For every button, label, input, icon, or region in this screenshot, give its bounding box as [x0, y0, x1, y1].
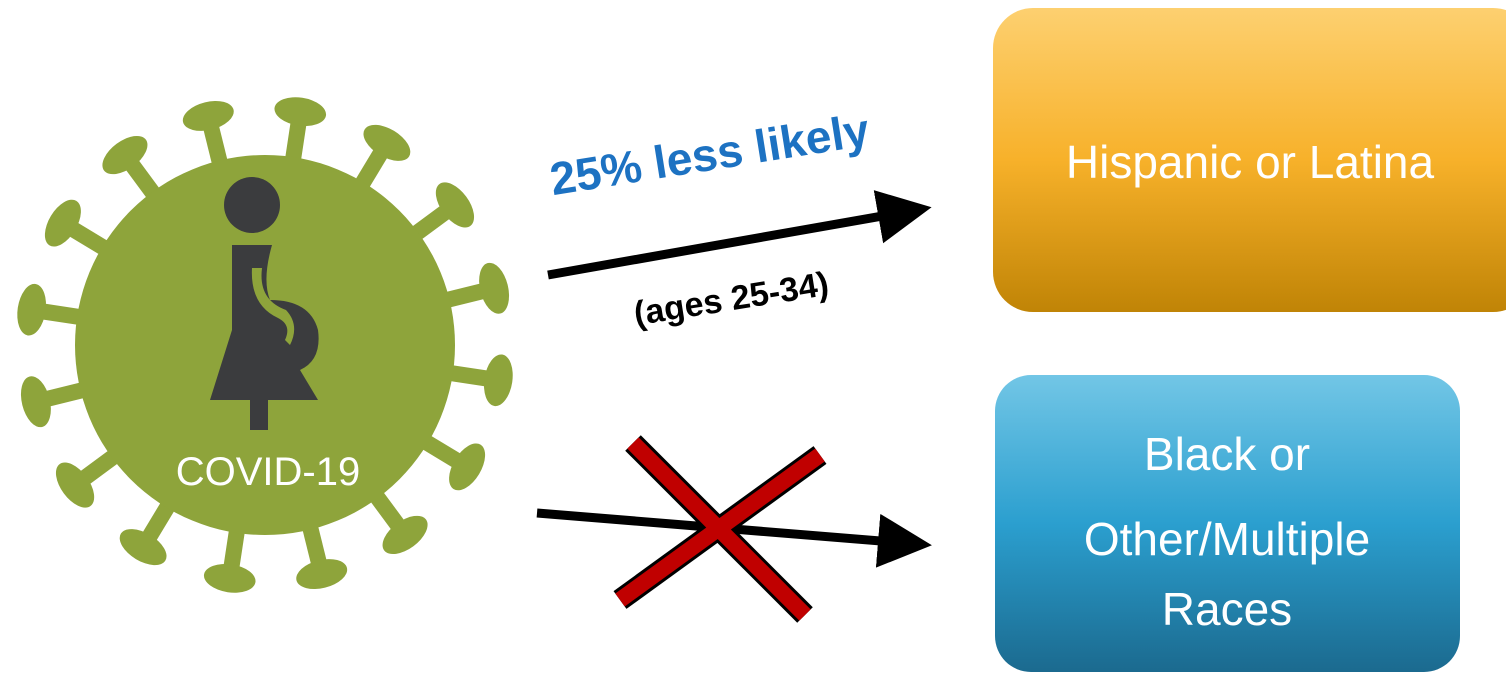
- spike-knob: [203, 563, 256, 593]
- edge-sublabel: (ages 25-34): [631, 265, 831, 333]
- spike-knob: [20, 376, 51, 428]
- pregnant-icon: [210, 177, 319, 430]
- edge-label: 25% less likely: [546, 103, 873, 205]
- spike-knob: [449, 443, 486, 491]
- arrow: [547, 190, 932, 280]
- node-box: [995, 375, 1460, 672]
- node-label-line: Black or: [1144, 428, 1310, 480]
- node-box: [993, 8, 1506, 312]
- spike-knob: [55, 462, 95, 508]
- node-label: Hispanic or Latina: [1066, 136, 1435, 188]
- spike-knob: [435, 182, 475, 228]
- spike-knob: [363, 124, 411, 161]
- cross-fill: [615, 437, 825, 621]
- spike-knob: [17, 283, 47, 336]
- virus-label: COVID-19: [176, 450, 361, 494]
- node-label-line: Races: [1162, 583, 1292, 635]
- spike-knob: [382, 515, 428, 555]
- spike-knob: [479, 262, 510, 314]
- spike-knob: [44, 199, 81, 247]
- spike-knob: [102, 135, 148, 175]
- spike-knob: [296, 559, 348, 590]
- spike-knob: [483, 354, 513, 407]
- spike-knob: [274, 97, 327, 127]
- spike-knob: [119, 529, 167, 566]
- node-label-line: Other/Multiple: [1084, 513, 1370, 565]
- virus-spikes: [17, 97, 513, 593]
- spike-knob: [182, 100, 234, 131]
